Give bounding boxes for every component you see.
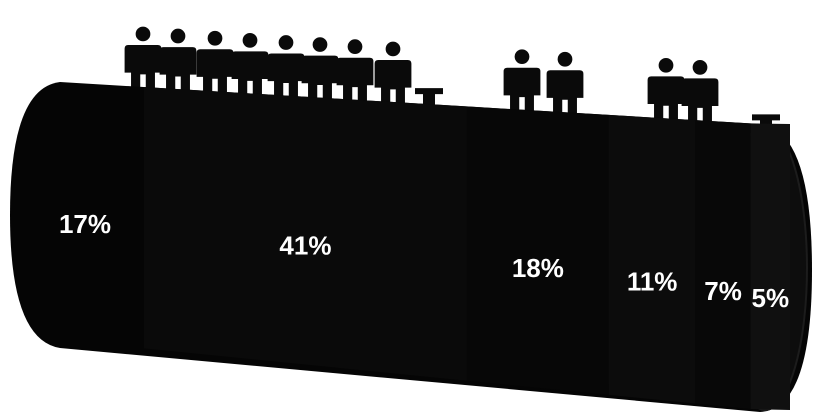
labels-layer: 17% 41% 18% 11% 7% 5% [59, 209, 789, 313]
segment-4 [608, 114, 696, 404]
segments-layer [143, 87, 790, 410]
data-label-4: 11% [627, 266, 678, 296]
person-icon [159, 28, 197, 94]
person-icon [231, 33, 269, 98]
person-icon [267, 35, 305, 100]
data-label-6: 5% [752, 283, 790, 313]
person-icon [681, 60, 719, 125]
person-icon [301, 37, 339, 102]
pedestal-icon [415, 88, 443, 111]
people-icons-layer [124, 26, 780, 137]
person-icon [336, 39, 374, 104]
segment-5 [695, 120, 751, 410]
data-label-2: 41% [279, 231, 331, 261]
data-label-1: 17% [59, 209, 111, 239]
person-icon [546, 51, 584, 117]
data-label-5: 7% [704, 276, 742, 306]
segment-2 [143, 87, 467, 381]
data-label-3: 18% [512, 253, 564, 283]
segment-3 [466, 106, 609, 395]
person-icon [124, 26, 162, 91]
person-icon [196, 30, 234, 96]
person-icon [647, 57, 685, 123]
person-icon [374, 41, 412, 106]
person-icon [503, 49, 541, 114]
segment-6 [750, 123, 790, 410]
